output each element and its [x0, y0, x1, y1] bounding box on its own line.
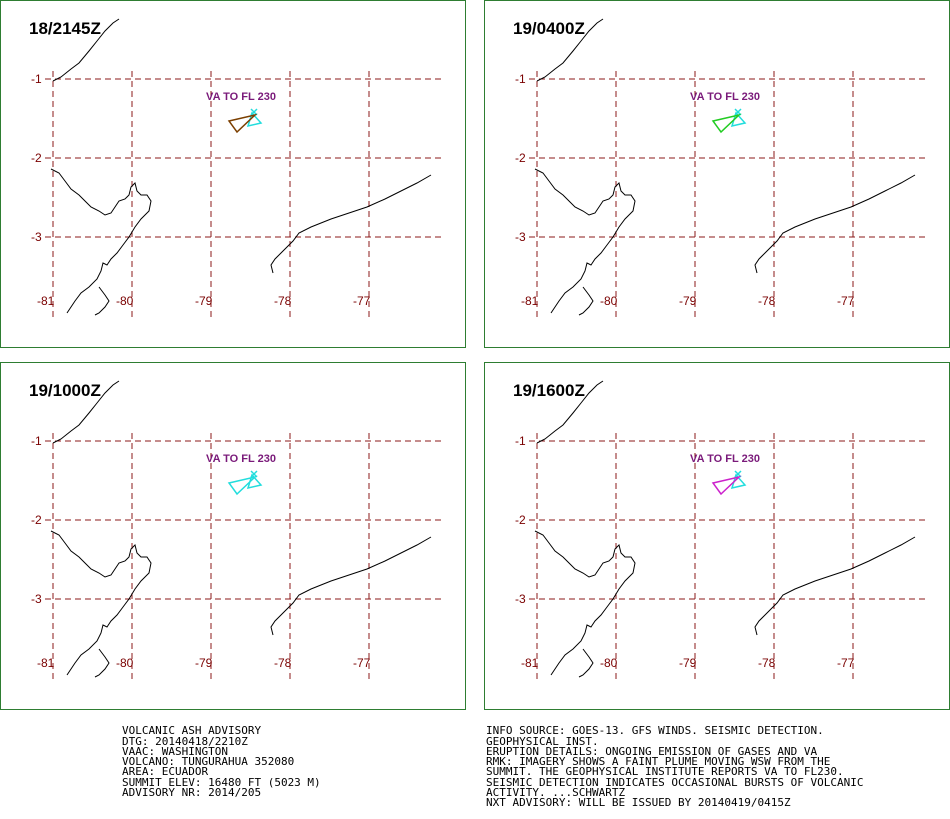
- map-panel-2: -1 -2 -3 -81 -80 -79 -78 -77 VA TO FL 230 19/040…: [484, 0, 950, 348]
- coastline-segment: [94, 648, 110, 678]
- latitude-label: -3: [515, 230, 526, 244]
- coastline-segment: [534, 168, 636, 314]
- coastline-segment: [536, 18, 604, 82]
- advisory-line: VAAC: WASHINGTON: [122, 744, 228, 758]
- coastline-segment: [754, 174, 916, 274]
- coastline: [50, 18, 432, 316]
- coastline-segment: [50, 168, 152, 314]
- map-canvas-2: -1 -2 -3 -81 -80 -79 -78 -77 VA TO FL 230: [515, 18, 925, 319]
- longitude-label: -78: [274, 656, 292, 670]
- longitude-label: -77: [353, 656, 371, 670]
- advisory-line: ACTIVITY. ...SCHWARTZ: [486, 786, 626, 800]
- advisory-line: ERUPTION DETAILS: ONGOING EMISSION OF GA…: [486, 744, 818, 758]
- longitude-label: -77: [353, 294, 371, 308]
- map-canvas-3: -1 -2 -3 -81 -80 -79 -78 -77 VA TO FL 230: [31, 380, 441, 681]
- panel-time-2: 19/0400Z: [513, 19, 585, 38]
- latitude-label: -1: [31, 72, 42, 86]
- longitude-label: -79: [195, 656, 213, 670]
- map-panel-3: -1 -2 -3 -81 -80 -79 -78 -77 VA TO FL 230 19/100…: [0, 362, 466, 710]
- longitude-label: -81: [521, 656, 539, 670]
- advisory-line: RMK: IMAGERY SHOWS A FAINT PLUME MOVING …: [486, 755, 831, 769]
- advisory-line: AREA: ECUADOR: [122, 765, 209, 779]
- coastline: [534, 18, 916, 316]
- longitude-label: -81: [37, 656, 55, 670]
- longitude-label: -79: [679, 656, 697, 670]
- advisory-remarks-text: INFO SOURCE: GOES-13. GFS WINDS. SEISMIC…: [486, 716, 864, 819]
- longitude-label: -80: [116, 656, 134, 670]
- advisory-line: SEISMIC DETECTION INDICATES OCCASIONAL B…: [486, 775, 864, 789]
- latitude-label: -2: [31, 513, 42, 527]
- advisory-line: VOLCANO: TUNGURAHUA 352080: [122, 755, 295, 769]
- graticule: [45, 433, 441, 681]
- longitude-label: -77: [837, 656, 855, 670]
- coastline-segment: [52, 18, 120, 82]
- va-label: VA TO FL 230: [206, 453, 276, 465]
- map-panel-4: -1 -2 -3 -81 -80 -79 -78 -77 VA TO FL 230 19/160…: [484, 362, 950, 710]
- va-label: VA TO FL 230: [690, 91, 760, 103]
- latitude-label: -3: [31, 592, 42, 606]
- advisory-header-text: VOLCANIC ASH ADVISORY DTG: 20140418/2210Z…: [122, 716, 321, 809]
- latitude-label: -1: [515, 434, 526, 448]
- coastline-segment: [534, 530, 636, 676]
- coastline-segment: [536, 380, 604, 444]
- va-label: VA TO FL 230: [206, 91, 276, 103]
- coastline-segment: [52, 380, 120, 444]
- longitude-label: -79: [195, 294, 213, 308]
- latitude-label: -2: [515, 513, 526, 527]
- panel-time-4: 19/1600Z: [513, 381, 585, 400]
- latitude-label: -1: [515, 72, 526, 86]
- observed-ash-polygon: [227, 113, 258, 134]
- advisory-line: SUMMIT ELEV: 16480 FT (5023 M): [122, 775, 321, 789]
- advisory-line: ADVISORY NR: 2014/205: [122, 786, 262, 800]
- map-canvas-1: -1 -2 -3 -81 -80 -79 -78 -77 VA TO FL 230: [31, 18, 441, 319]
- advisory-line: NXT ADVISORY: WILL BE ISSUED BY 20140419…: [486, 796, 791, 810]
- panel-time-3: 19/1000Z: [29, 381, 101, 400]
- observed-ash-polygon: [711, 113, 742, 134]
- map-panel-1: -1 -2 -3 -81 -80 -79 -78 -77 VA TO FL 230 18/214…: [0, 0, 466, 348]
- longitude-label: -80: [116, 294, 134, 308]
- coastline-segment: [578, 648, 594, 678]
- coastline-segment: [94, 286, 110, 316]
- latitude-label: -2: [515, 151, 526, 165]
- longitude-label: -77: [837, 294, 855, 308]
- observed-ash-polygon: [227, 475, 258, 496]
- longitude-label: -80: [600, 656, 618, 670]
- va-label: VA TO FL 230: [690, 453, 760, 465]
- advisory-line: VOLCANIC ASH ADVISORY: [122, 724, 262, 738]
- graticule: [45, 71, 441, 319]
- longitude-label: -78: [758, 294, 776, 308]
- coastline: [50, 380, 432, 678]
- advisory-line: INFO SOURCE: GOES-13. GFS WINDS. SEISMIC…: [486, 724, 824, 738]
- latitude-label: -3: [31, 230, 42, 244]
- observed-ash-polygon: [711, 475, 742, 496]
- advisory-line: GEOPHYSICAL INST.: [486, 734, 599, 748]
- latitude-label: -2: [31, 151, 42, 165]
- longitude-label: -81: [521, 294, 539, 308]
- advisory-line: SUMMIT. THE GEOPHYSICAL INSTITUTE REPORT…: [486, 765, 844, 779]
- longitude-label: -81: [37, 294, 55, 308]
- coastline-segment: [270, 536, 432, 636]
- longitude-label: -80: [600, 294, 618, 308]
- coastline: [534, 380, 916, 678]
- coastline-segment: [754, 536, 916, 636]
- longitude-label: -78: [274, 294, 292, 308]
- longitude-label: -79: [679, 294, 697, 308]
- coastline-segment: [50, 530, 152, 676]
- advisory-line: DTG: 20140418/2210Z: [122, 734, 248, 748]
- graticule: [529, 433, 925, 681]
- coastline-segment: [578, 286, 594, 316]
- latitude-label: -1: [31, 434, 42, 448]
- latitude-label: -3: [515, 592, 526, 606]
- longitude-label: -78: [758, 656, 776, 670]
- map-canvas-4: -1 -2 -3 -81 -80 -79 -78 -77 VA TO FL 230: [515, 380, 925, 681]
- panel-time-1: 18/2145Z: [29, 19, 101, 38]
- coastline-segment: [270, 174, 432, 274]
- graticule: [529, 71, 925, 319]
